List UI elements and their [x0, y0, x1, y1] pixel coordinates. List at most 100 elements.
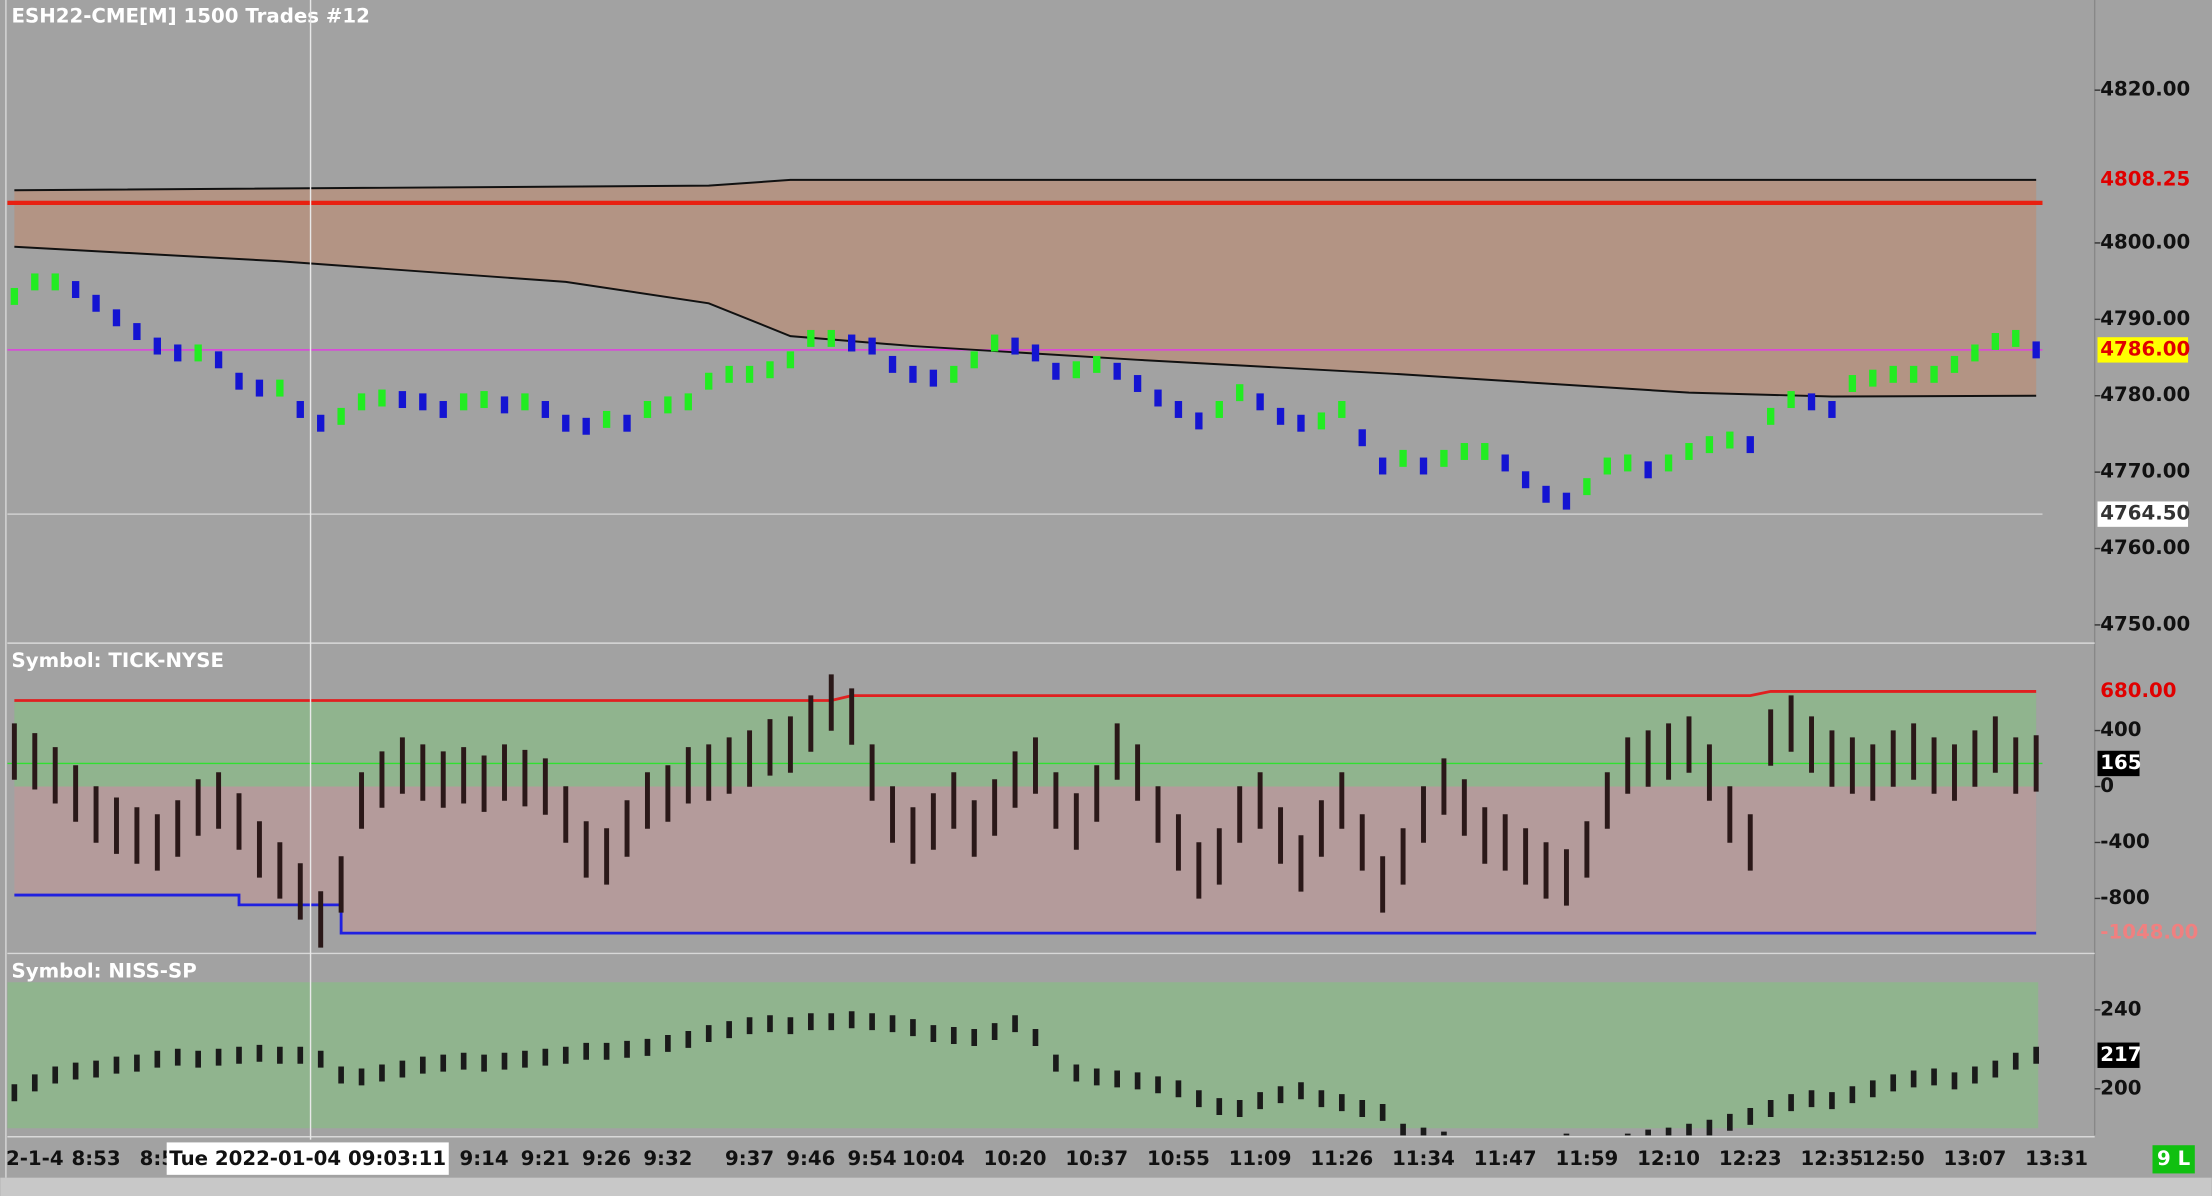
x-tick-label: 10:37: [1065, 1147, 1128, 1170]
x-tick-label: 13:31: [2025, 1147, 2088, 1170]
price-bar: [868, 337, 876, 355]
x-tick-label: 11:59: [1555, 1147, 1618, 1170]
x-tick-label: 9:54: [848, 1147, 897, 1170]
x-tick-label: 12:23: [1719, 1147, 1782, 1170]
scrollbar[interactable]: [0, 1177, 2212, 1196]
price-bar: [1317, 412, 1326, 430]
price-bar: [1685, 443, 1693, 460]
x-tick-label: 12:35: [1801, 1147, 1864, 1170]
price-bar: [153, 337, 161, 355]
x-tick-label: 11:34: [1392, 1147, 1455, 1170]
price-bar: [10, 287, 19, 305]
price-bar: [1807, 393, 1816, 411]
x-tick-label: 10:04: [902, 1147, 965, 1170]
price-bar: [1583, 478, 1591, 496]
price-bar: [1399, 449, 1407, 467]
price-bar: [1174, 401, 1183, 418]
price-bar: [1746, 436, 1754, 454]
y-tick-label: -400: [2100, 830, 2149, 853]
price-bar: [235, 372, 243, 390]
price-bar: [745, 365, 754, 383]
price-bar: [337, 407, 345, 425]
y-tick-label: 4780.00: [2100, 383, 2190, 406]
x-tick-label: 9:46: [786, 1147, 835, 1170]
price-bar: [1501, 454, 1509, 472]
price-bar: [439, 401, 447, 418]
level-label-bg: [2097, 501, 2189, 527]
y-tick-label: 240: [2100, 997, 2141, 1020]
price-bar: [1950, 355, 1959, 373]
price-bar: [2012, 329, 2020, 347]
price-bar: [1419, 457, 1428, 475]
x-tick-label: 12:50: [1862, 1147, 1925, 1170]
y-tick-label: 4770.00: [2100, 460, 2190, 483]
level-label-bg: [2097, 750, 2140, 777]
x-tick-label: 2-1-4: [6, 1147, 64, 1170]
price-bar: [1011, 337, 1019, 355]
x-tick-label: 9:14: [460, 1147, 509, 1170]
price-bar: [1991, 333, 1999, 350]
level-label: 4786.00: [2100, 337, 2190, 360]
price-bar: [1113, 362, 1121, 380]
price-bar: [1338, 401, 1346, 418]
level-label: 165: [2100, 751, 2141, 774]
price-bar: [521, 393, 529, 411]
price-axis: 4750.00 4760.00 4770.00 4780.00 4790.00 4800.…: [2094, 78, 2190, 635]
price-bar: [133, 323, 141, 341]
price-bar: [1460, 443, 1469, 460]
price-bar: [909, 365, 917, 383]
price-bar: [2032, 341, 2040, 359]
price-bar: [31, 273, 39, 291]
price-bar: [1133, 375, 1142, 392]
price-bar: [1358, 429, 1366, 447]
x-tick-label: 11:26: [1310, 1147, 1373, 1170]
zone: [7, 982, 2039, 1129]
level-label-bg: [2097, 337, 2189, 363]
price-bar: [582, 417, 590, 435]
price-bar: [378, 389, 386, 407]
price-bar: [1705, 436, 1714, 454]
status-bg: [2152, 1145, 2195, 1174]
x-tick-label: 10:20: [984, 1147, 1047, 1170]
band-line: [14, 245, 2037, 398]
price-bar: [1031, 344, 1040, 362]
price-bar: [1624, 454, 1632, 472]
price-bar: [1052, 362, 1060, 380]
price-bar: [1767, 407, 1775, 425]
level-label: 217: [2100, 1043, 2141, 1066]
price-bar: [1378, 457, 1387, 475]
panel-title: ESH22-CME[M] 1500 Trades #12: [12, 4, 370, 27]
price-bar: [1542, 485, 1550, 503]
zone: [14, 691, 2037, 787]
price-bar: [1726, 431, 1734, 449]
cursor-label: Tue 2022-01-04 09:03:11: [169, 1147, 446, 1170]
price-bar: [92, 294, 100, 312]
x-tick-label: 10:55: [1147, 1147, 1210, 1170]
price-axis: -800 -400 0 400 680.00 165 -1048.00: [2094, 679, 2198, 944]
price-bar: [684, 393, 692, 411]
price-bar: [255, 379, 264, 397]
x-tick-label: 9:21: [521, 1147, 570, 1170]
price-bar: [1787, 391, 1795, 409]
price-bar: [1297, 414, 1305, 432]
price-bar: [1971, 344, 1979, 362]
low-line: [14, 893, 2037, 935]
price-bar: [664, 396, 672, 414]
price-bar: [766, 361, 774, 379]
price-bar: [623, 414, 631, 432]
price-bar: [725, 365, 733, 383]
price-bar: [1256, 393, 1264, 411]
y-tick-label: 200: [2100, 1076, 2141, 1099]
price-bar: [1093, 355, 1101, 373]
x-tick-label: 9:37: [725, 1147, 774, 1170]
price-axis: 200 240 217: [2094, 997, 2142, 1099]
y-tick-label: 4750.00: [2100, 612, 2190, 635]
price-bar: [500, 396, 509, 414]
band-line: [14, 178, 2037, 192]
panel-title: Symbol: NISS-SP: [12, 959, 197, 982]
price-bar: [174, 344, 182, 362]
price-bar: [480, 391, 488, 409]
price-bar: [71, 281, 80, 299]
price-bar: [398, 391, 407, 409]
